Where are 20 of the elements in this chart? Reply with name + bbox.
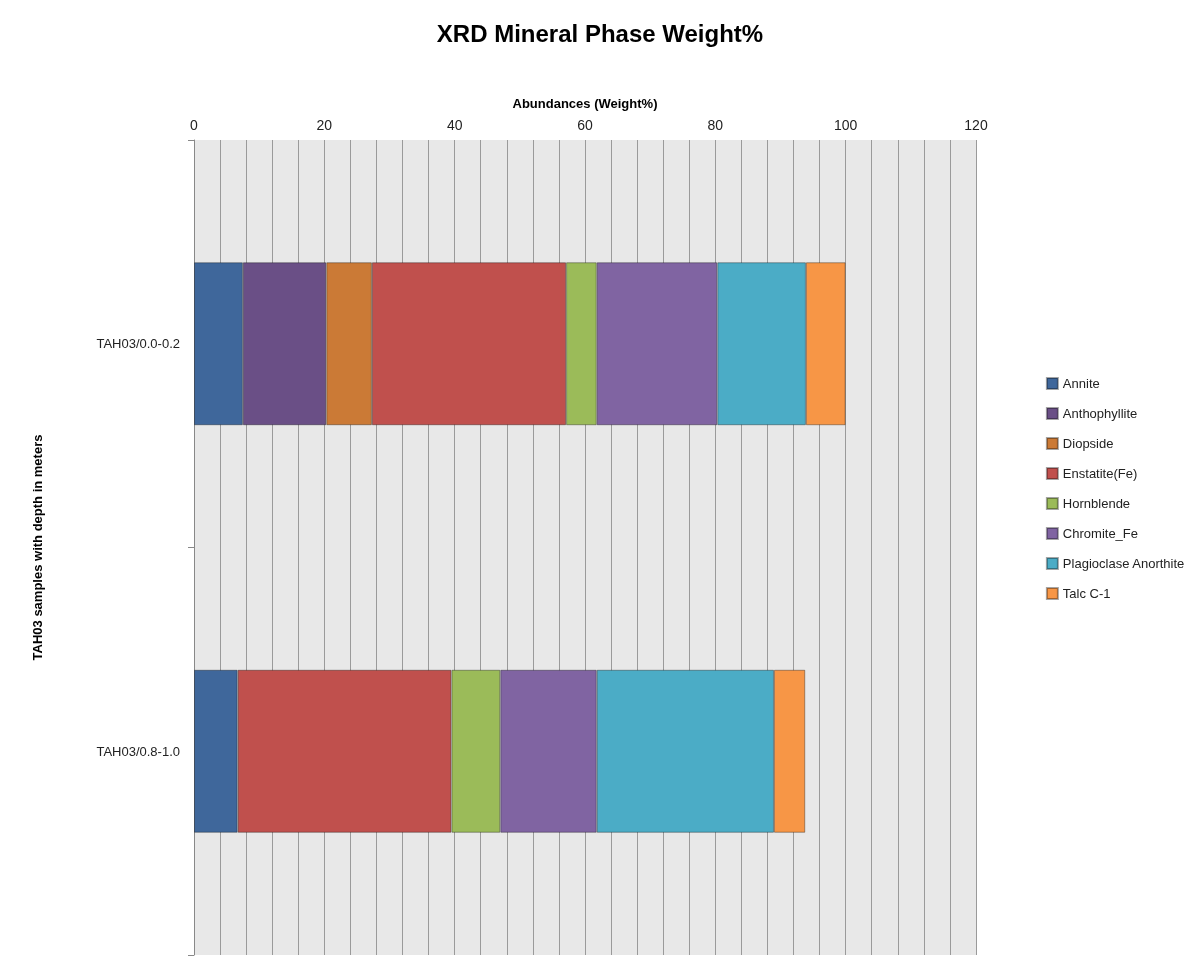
- x-tick-label: 20: [316, 117, 333, 133]
- x-tick-label: 0: [190, 117, 199, 133]
- x-tick-label: 120: [964, 117, 988, 133]
- legend-label: Diopside: [1062, 436, 1114, 451]
- x-tick-label: 60: [577, 117, 593, 133]
- legend-label: Anthophyllite: [1062, 406, 1138, 421]
- chart-title: XRD Mineral Phase Weight%: [436, 19, 764, 47]
- x-axis-title: Abundances (Weight%): [512, 96, 658, 111]
- y-tick-label: TAH03/0.8-1.0: [96, 743, 180, 759]
- legend-label: Annite: [1062, 376, 1100, 391]
- legend-label: Talc C-1: [1062, 586, 1111, 601]
- legend-label: Chromite_Fe: [1062, 526, 1139, 541]
- legend-label: Hornblende: [1062, 496, 1131, 511]
- x-tick-label: 40: [446, 117, 463, 133]
- x-tick-label: 100: [833, 117, 858, 133]
- y-axis-title: TAH03 samples with depth in meters: [30, 434, 45, 661]
- legend-label: Enstatite(Fe): [1062, 466, 1138, 481]
- legend-label: Plagioclase Anorthite: [1062, 556, 1185, 571]
- y-tick-label: TAH03/0.0-0.2: [96, 336, 180, 352]
- x-tick-label: 80: [707, 117, 724, 133]
